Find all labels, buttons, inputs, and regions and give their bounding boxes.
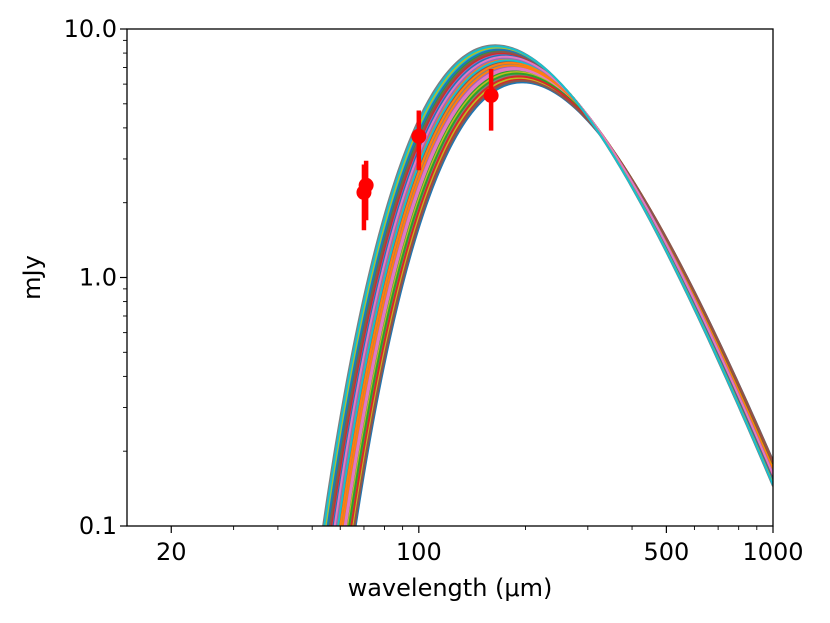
model-curve [353, 79, 773, 526]
x-tick-label: 1000 [742, 538, 803, 566]
y-tick-label: 10.0 [64, 15, 117, 43]
x-axis-label: wavelength (μm) [348, 574, 553, 602]
x-tick-label: 100 [396, 538, 442, 566]
data-point [483, 88, 499, 104]
y-axis: 0.1 1.0 10.0 [64, 15, 127, 540]
y-tick-label: 0.1 [79, 512, 117, 540]
y-axis-label: mJy [18, 255, 46, 300]
model-curve [333, 55, 773, 526]
data-point [358, 177, 374, 193]
model-curves [322, 44, 773, 526]
data-point [411, 128, 427, 144]
x-tick-label: 20 [156, 538, 187, 566]
observations [356, 69, 499, 231]
model-curve [323, 45, 773, 526]
x-tick-label: 500 [643, 538, 689, 566]
y-tick-label: 1.0 [79, 264, 117, 292]
x-axis: 20 100 500 1000 [156, 526, 804, 566]
